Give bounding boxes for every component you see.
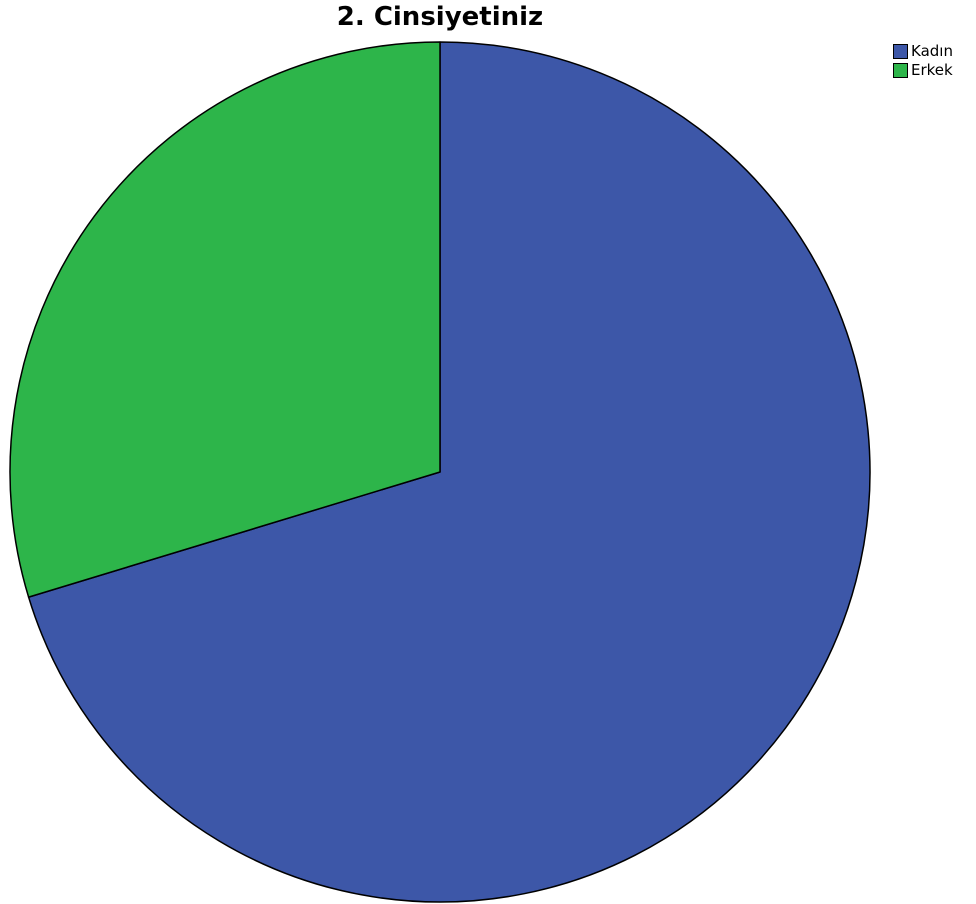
legend-item-kadin: Kadın	[893, 42, 953, 61]
legend-item-erkek: Erkek	[893, 61, 953, 80]
chart-title: 2. Cinsiyetiniz	[336, 2, 544, 32]
pie-slice-kadin	[27, 41, 871, 903]
legend: Kadın Erkek	[893, 42, 953, 80]
pie-slices	[9, 41, 871, 903]
legend-swatch-erkek	[893, 63, 908, 78]
pie-slice-erkek	[9, 41, 441, 598]
legend-label-kadin: Kadın	[911, 42, 953, 60]
legend-swatch-kadin	[893, 44, 908, 59]
legend-label-erkek: Erkek	[911, 61, 953, 79]
